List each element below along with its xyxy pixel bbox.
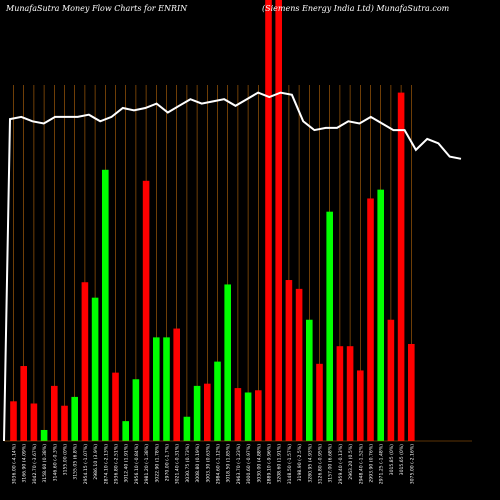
money-flow-bar — [163, 337, 170, 441]
x-tick-label: 3012.40 (1.91%) — [124, 444, 130, 483]
x-tick-label: 2936.80 (-2.51%) — [114, 444, 120, 484]
money-flow-bar — [204, 383, 211, 441]
money-flow-bar — [244, 392, 252, 441]
x-tick-label: 3018.50 (1.85%) — [226, 444, 232, 483]
x-tick-label: 3000.60 (-0.97%) — [246, 444, 252, 484]
money-flow-bar — [295, 288, 303, 441]
money-flow-bar — [306, 319, 313, 442]
money-flow-bar — [408, 343, 415, 441]
x-tick-label: 2971.25 (-1.48%) — [379, 444, 385, 484]
x-tick-label: 3075.00 (-2.16%) — [409, 444, 415, 484]
x-tick-label: 3280.95 (4.93%) — [307, 444, 313, 483]
money-flow-bar — [275, 0, 282, 441]
chart-subtitle: (Siemens Energy India Ltd) MunafaSutra.c… — [262, 4, 450, 13]
x-axis-labels: 3036.00 (-4.14%) 3166.90 (4.09%) 3042.70 (… — [12, 444, 416, 484]
x-tick-label: 2984.60 (-1.12%) — [216, 444, 222, 484]
x-tick-label: 3158.60 (0.38%) — [42, 444, 48, 483]
x-tick-label: 2889.10 (-9.96%) — [267, 444, 273, 484]
x-tick-label: 3030.75 (0.73%) — [185, 444, 191, 483]
money-flow-bar — [173, 328, 180, 441]
money-flow-bar — [224, 284, 231, 441]
money-flow-bar — [91, 297, 99, 441]
x-tick-label: 3126.80 (-0.95%) — [318, 444, 324, 484]
money-flow-bar — [61, 405, 68, 441]
x-tick-label: 3021.40 (-0.31%) — [175, 444, 181, 484]
x-tick-label: 2986.10 (3.9%) — [93, 444, 99, 480]
x-tick-label: 3157.00 (6.68%) — [328, 444, 334, 483]
money-flow-bar — [40, 429, 48, 442]
money-flow-bar — [112, 372, 119, 441]
money-flow-bar — [193, 385, 201, 442]
money-flow-bar — [10, 401, 17, 441]
x-tick-label: 3042.70 (-3.67%) — [32, 444, 38, 484]
money-flow-bar — [71, 396, 78, 441]
x-tick-label: 3015.85 (0%) — [389, 444, 395, 476]
chart-title: MunafaSutra Money Flow Charts for ENRIN — [6, 4, 188, 13]
x-tick-label: 2959.40 (-0.13%) — [338, 444, 344, 484]
money-flow-bar — [265, 0, 272, 441]
x-tick-label: 2963.70 (-1.23%) — [236, 444, 242, 484]
x-tick-label: 2981.20 (-1.38%) — [144, 444, 150, 484]
x-tick-label: 3148.50 (-1.57%) — [287, 444, 293, 484]
money-flow-bar — [122, 421, 129, 441]
money-flow-bar — [102, 169, 109, 442]
x-tick-label: 2954.15 (-1.07%) — [83, 444, 89, 484]
x-tick-label: 3155.00 (0%) — [63, 444, 69, 476]
x-tick-label: 3036.00 (-4.14%) — [12, 444, 18, 484]
money-flow-bar — [387, 319, 395, 442]
money-flow-bar — [30, 403, 38, 441]
money-flow-bar — [255, 390, 262, 441]
x-tick-label: 2963.20 (0.5%) — [348, 444, 354, 480]
money-flow-bar — [81, 282, 89, 441]
x-tick-label: 2956.10 (-0.84%) — [134, 444, 140, 484]
x-tick-label: 3030.00 (4.88%) — [256, 444, 262, 483]
money-flow-bar — [326, 211, 333, 441]
money-flow-bar — [234, 388, 242, 441]
x-tick-label: 3166.90 (4.09%) — [22, 444, 28, 483]
money-flow-bar — [142, 180, 150, 441]
x-tick-label: 3003.30 (0.63%) — [205, 444, 211, 483]
x-tick-label: 3198.90 (-2.5%) — [297, 444, 303, 482]
price-line — [3, 91, 462, 442]
x-tick-label: 2948.40 (-1.52%) — [358, 444, 364, 484]
money-flow-bar — [183, 416, 191, 441]
money-flow-bar — [132, 379, 140, 441]
money-flow-bar — [357, 370, 364, 441]
money-flow-bar — [20, 366, 27, 441]
x-tick-label: 2874.10 (-2.13%) — [103, 444, 109, 484]
money-flow-bar — [397, 92, 405, 442]
x-tick-label: 2993.90 (0.76%) — [369, 444, 375, 483]
money-flow-bar — [214, 361, 221, 441]
x-tick-label: 3146.60 (-0.3%) — [52, 444, 58, 482]
money-flow-bar — [367, 198, 374, 441]
x-tick-label: 2970.00 (-1.7%) — [165, 444, 171, 482]
money-flow-bar — [346, 346, 354, 441]
x-tick-label: 3208.60 (1.91%) — [277, 444, 283, 483]
x-tick-label: 3155.05 (6.8%) — [73, 444, 79, 480]
x-tick-label: 3008.80 (0.19%) — [195, 444, 201, 483]
money-flow-bar — [51, 385, 58, 442]
money-flow-bar — [377, 189, 384, 441]
x-tick-label: 3022.90 (1.78%) — [154, 444, 160, 483]
money-flow-bar — [153, 337, 160, 441]
money-flow-bars — [10, 0, 415, 442]
x-tick-label: 3015.65 (0%) — [399, 444, 405, 476]
money-flow-bar — [316, 363, 323, 441]
money-flow-bar — [285, 280, 293, 441]
money-flow-bar — [336, 346, 344, 441]
